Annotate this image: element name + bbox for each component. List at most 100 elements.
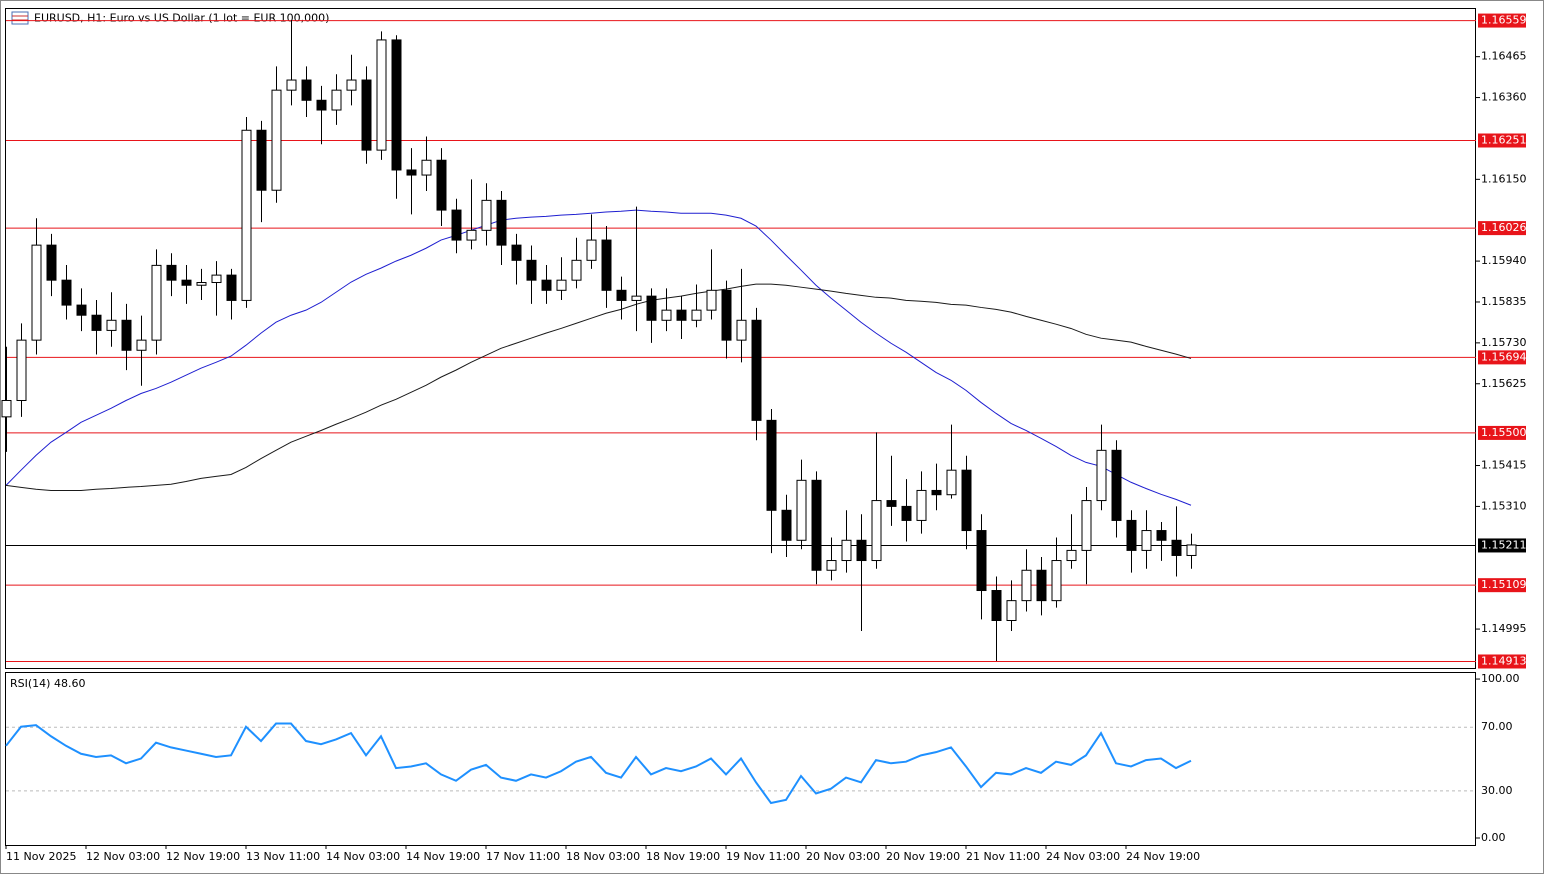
candle-body xyxy=(241,129,252,301)
candle-body xyxy=(1021,569,1032,602)
candle-body xyxy=(331,89,342,111)
candle-body xyxy=(61,279,72,306)
level-label-box xyxy=(1478,133,1526,148)
x-tick-label: 14 Nov 03:00 xyxy=(326,850,400,863)
x-tick-label: 12 Nov 03:00 xyxy=(86,850,160,863)
candle-body xyxy=(256,129,267,191)
moving-average xyxy=(5,283,1192,491)
candle-body xyxy=(121,319,132,351)
candle-body xyxy=(571,259,582,281)
level-label-box xyxy=(1478,350,1526,365)
level-label: 1.15109 xyxy=(1481,578,1527,591)
rsi-label: RSI(14) 48.60 xyxy=(10,677,85,690)
candle-body xyxy=(796,479,807,541)
candle-body xyxy=(991,590,1002,621)
candle-body xyxy=(166,264,177,281)
level-label-box xyxy=(1478,13,1526,28)
candle-body xyxy=(616,289,627,301)
candle-body xyxy=(496,199,507,246)
y-tick-label: 1.16465 xyxy=(1481,50,1527,63)
y-tick-label: 1.16150 xyxy=(1481,172,1527,185)
rsi-tick-label: 0.00 xyxy=(1481,831,1506,844)
candle-body xyxy=(961,469,972,532)
candle-body xyxy=(826,560,837,571)
candle-body xyxy=(886,500,897,507)
y-tick-label: 1.15625 xyxy=(1481,377,1527,390)
y-tick-label: 1.15835 xyxy=(1481,295,1527,308)
candle-body xyxy=(541,279,552,291)
x-tick-label: 12 Nov 19:00 xyxy=(166,850,240,863)
candle-body xyxy=(481,199,492,231)
candle-body xyxy=(1051,560,1062,602)
candle-body xyxy=(1,399,12,418)
candle-body xyxy=(196,282,207,286)
y-tick-label: 1.14995 xyxy=(1481,622,1527,635)
x-tick-label: 24 Nov 19:00 xyxy=(1126,850,1200,863)
candle-body xyxy=(361,79,372,151)
candle-body xyxy=(526,259,537,281)
candle-body xyxy=(181,279,192,286)
candle-body xyxy=(766,419,777,511)
chart-title: EURUSD, H1: Euro vs US Dollar (1 lot = E… xyxy=(34,12,329,25)
candle-body xyxy=(601,239,612,291)
candle-body xyxy=(946,469,957,496)
candle-body xyxy=(286,79,297,91)
candle-body xyxy=(1186,544,1197,556)
x-tick-label: 18 Nov 03:00 xyxy=(566,850,640,863)
candle-body xyxy=(1126,519,1137,551)
candle-body xyxy=(841,539,852,562)
candle-body xyxy=(976,530,987,592)
candle-body xyxy=(511,244,522,261)
level-label: 1.16026 xyxy=(1481,221,1527,234)
x-tick-label: 21 Nov 11:00 xyxy=(966,850,1040,863)
x-tick-label: 11 Nov 2025 xyxy=(6,850,76,863)
candle-body xyxy=(226,274,237,301)
candle-body xyxy=(31,244,42,341)
candle-body xyxy=(346,79,357,91)
x-tick-label: 14 Nov 19:00 xyxy=(406,850,480,863)
x-tick-label: 20 Nov 03:00 xyxy=(806,850,880,863)
candle-body xyxy=(736,319,747,341)
candle-body xyxy=(556,279,567,291)
rsi-level-label: 70.00 xyxy=(1481,720,1513,733)
level-label-box xyxy=(1478,578,1526,593)
level-label-box xyxy=(1478,221,1526,236)
candle-body xyxy=(646,295,657,321)
candle-body xyxy=(391,39,402,171)
x-tick-label: 17 Nov 11:00 xyxy=(486,850,560,863)
level-label-box xyxy=(1478,425,1526,440)
candle-body xyxy=(856,539,867,562)
candle-body xyxy=(706,289,717,311)
y-tick-label: 1.15730 xyxy=(1481,336,1527,349)
candle-body xyxy=(811,479,822,571)
candle-body xyxy=(91,314,102,331)
candle-body xyxy=(871,500,882,562)
x-tick-label: 19 Nov 11:00 xyxy=(726,850,800,863)
candle-body xyxy=(691,309,702,321)
candle-body xyxy=(631,295,642,301)
candle-body xyxy=(1111,449,1122,521)
candle-body xyxy=(76,304,87,316)
x-tick-label: 24 Nov 03:00 xyxy=(1046,850,1120,863)
level-label: 1.14913 xyxy=(1481,654,1527,667)
candle-body xyxy=(1066,549,1077,562)
level-label: 1.16251 xyxy=(1481,134,1527,147)
candle-body xyxy=(46,244,57,281)
y-tick-label: 1.16360 xyxy=(1481,91,1527,104)
candle-body xyxy=(316,99,327,111)
candle-body xyxy=(421,159,432,176)
candle-body xyxy=(271,89,282,191)
candle-body xyxy=(661,309,672,321)
rsi-line xyxy=(5,722,1192,805)
candle-body xyxy=(721,289,732,341)
candle-body xyxy=(751,319,762,421)
candle-body xyxy=(1156,530,1167,541)
x-tick-label: 20 Nov 19:00 xyxy=(886,850,960,863)
candle-body xyxy=(1006,600,1017,621)
candle-body xyxy=(16,339,27,401)
candle-body xyxy=(451,209,462,241)
candle-body xyxy=(466,229,477,241)
x-tick-label: 13 Nov 11:00 xyxy=(246,850,320,863)
y-tick-label: 1.15940 xyxy=(1481,254,1527,267)
candle-body xyxy=(931,489,942,496)
